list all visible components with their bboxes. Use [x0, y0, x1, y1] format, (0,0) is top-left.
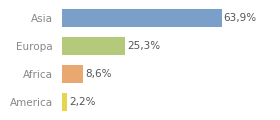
Text: 25,3%: 25,3% [127, 41, 160, 51]
Bar [62, 93, 67, 111]
Bar [62, 65, 83, 83]
Text: 2,2%: 2,2% [69, 97, 95, 107]
Text: 63,9%: 63,9% [223, 13, 257, 23]
Bar [62, 37, 125, 55]
Text: 8,6%: 8,6% [85, 69, 112, 79]
Bar [62, 9, 221, 27]
